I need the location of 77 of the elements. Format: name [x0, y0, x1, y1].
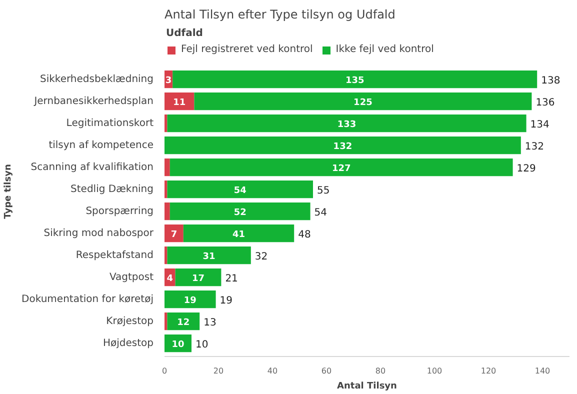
- total-label: 10: [196, 339, 208, 350]
- y-tick-label: Vagtpost: [109, 272, 154, 283]
- total-label: 21: [225, 273, 238, 284]
- legend-title: Udfald: [166, 28, 204, 39]
- data-label: 7: [170, 230, 178, 240]
- y-tick-label: Scanning af kvalifikation: [30, 162, 154, 173]
- data-label: 3: [165, 76, 172, 86]
- y-tick-label: Krøjestop: [106, 316, 154, 327]
- x-tick-label: 0: [162, 366, 168, 376]
- data-label: 52: [234, 208, 246, 218]
- total-label: 54: [314, 207, 328, 218]
- y-tick-label: Sikkerhedsbeklædning: [40, 74, 154, 85]
- legend-label: Ikke fejl ved kontrol: [336, 44, 434, 55]
- total-label: 19: [220, 295, 233, 306]
- data-label: 135: [345, 76, 364, 86]
- x-tick-label: 60: [321, 366, 332, 376]
- data-label: 12: [177, 318, 190, 328]
- total-label: 134: [530, 119, 550, 130]
- total-label: 132: [524, 141, 544, 152]
- data-label: 17: [192, 274, 205, 284]
- y-tick-label: Stedlig Dækning: [70, 184, 154, 195]
- total-label: 13: [204, 317, 216, 328]
- data-label: 133: [337, 120, 356, 130]
- bar: [167, 114, 526, 132]
- bar: [164, 246, 168, 264]
- x-tick-label: 20: [213, 366, 224, 376]
- total-label: 48: [298, 229, 311, 240]
- y-tick-label: Højdestop: [102, 338, 154, 349]
- total-label: 32: [254, 251, 268, 262]
- bar: [164, 202, 170, 220]
- data-label: 4: [166, 274, 174, 284]
- x-tick-label: 100: [426, 366, 442, 376]
- x-tick-label: 140: [534, 366, 550, 376]
- data-label: 127: [332, 164, 351, 174]
- bar: [172, 70, 538, 88]
- bar: [164, 92, 194, 110]
- bar: [164, 114, 168, 132]
- bar: [167, 246, 251, 264]
- bar: [164, 180, 168, 198]
- total-label: 55: [317, 185, 330, 196]
- y-axis-title: Type tilsyn: [4, 164, 14, 219]
- data-label: 19: [184, 296, 196, 306]
- data-label: 10: [172, 340, 184, 350]
- total-label: 138: [541, 75, 560, 86]
- y-tick-label: Legitimationskort: [66, 118, 154, 129]
- y-tick-label: Jernbanesikkerhedsplan: [33, 96, 154, 107]
- bar: [164, 136, 521, 154]
- data-label: 31: [202, 252, 216, 262]
- y-tick-label: Respektafstand: [76, 250, 154, 261]
- bar: [164, 290, 216, 308]
- x-tick-label: 120: [480, 366, 496, 376]
- y-tick-label: Sporspærring: [86, 206, 154, 217]
- bar: [194, 92, 532, 110]
- x-axis-title: Antal Tilsyn: [337, 382, 397, 392]
- bar: [170, 158, 513, 176]
- bar: [175, 268, 222, 286]
- bar: [167, 180, 313, 198]
- y-tick-label: Sikring mod nabospor: [44, 228, 154, 239]
- bar: [170, 202, 310, 220]
- total-label: 129: [516, 163, 536, 174]
- data-label: 54: [234, 186, 246, 196]
- legend-label: Fejl registreret ved kontrol: [181, 44, 313, 55]
- x-tick-label: 40: [267, 366, 278, 376]
- bar: [164, 224, 184, 242]
- total-label: 136: [536, 97, 555, 108]
- y-tick-label: Dokumentation for køretøj: [22, 294, 154, 305]
- y-tick-label: tilsyn af kompetence: [48, 140, 154, 151]
- data-label: 125: [354, 98, 372, 108]
- bar: [167, 312, 200, 330]
- x-tick-label: 80: [375, 366, 386, 376]
- chart-title: Antal Tilsyn efter Type tilsyn og Udfald: [164, 8, 396, 22]
- data-label: 132: [333, 142, 352, 152]
- bar: [164, 312, 168, 330]
- bar: [164, 158, 170, 176]
- bar: [183, 224, 294, 242]
- data-label: 11: [173, 98, 186, 108]
- data-label: 41: [232, 230, 246, 240]
